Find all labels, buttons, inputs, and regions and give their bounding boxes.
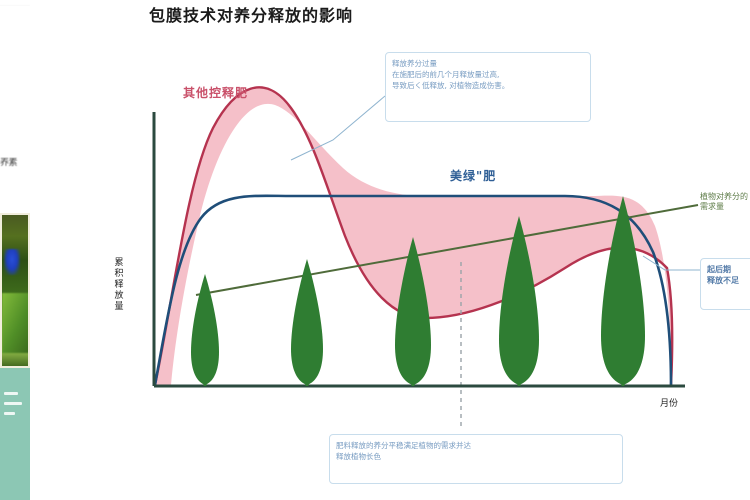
plant-group bbox=[191, 196, 645, 386]
series-line-plant-demand bbox=[195, 204, 699, 296]
flower-icon bbox=[4, 249, 20, 275]
sidebar-teal-line bbox=[4, 402, 22, 405]
series-line-meilv-fertilizer bbox=[153, 194, 673, 386]
sidebar-teal-block bbox=[0, 368, 30, 500]
callout-right-leader bbox=[642, 255, 700, 271]
page-title: 包膜技术对养分释放的影响 bbox=[149, 6, 354, 25]
callout-top-leader bbox=[290, 95, 386, 161]
callout-steady-release: 肥料释放的养分平稳满足植物的需求并达 释放植物长色 bbox=[329, 434, 623, 484]
sidebar-plant-photo[interactable] bbox=[0, 213, 30, 368]
leaf-icon bbox=[2, 293, 28, 353]
sidebar-teal-line bbox=[4, 392, 18, 395]
series-label-plant-demand: 植物对养分的需求量 bbox=[700, 192, 748, 211]
chart-figure: 包膜技术对养分释放的影响 bbox=[95, 0, 750, 500]
series-line-other-fertilizer bbox=[153, 86, 674, 386]
series-label-other-fertilizer: 其他控释肥 bbox=[183, 86, 249, 100]
left-sidebar-strip: 养素 bbox=[0, 0, 30, 500]
series-label-meilv-fertilizer: 美绿"肥 bbox=[450, 169, 497, 183]
tree-1 bbox=[191, 274, 219, 386]
tree-3 bbox=[395, 237, 431, 386]
sidebar-teal-line bbox=[4, 412, 15, 415]
x-axis-label: 月份 bbox=[660, 399, 679, 409]
chart-plot-area bbox=[152, 86, 700, 428]
callout-late-shortage: 起后期 释放不足 bbox=[700, 258, 750, 310]
sidebar-text-snippet: 养素 bbox=[0, 158, 18, 168]
callout-overrelease: 释放养分过量 在施肥后的前几个月释放量过高, 导致后く低释放, 对植物造成伤害。 bbox=[385, 52, 591, 122]
tree-2 bbox=[291, 259, 323, 386]
red-fill-area bbox=[155, 87, 673, 385]
y-axis-label: 累积释放量 bbox=[114, 258, 124, 312]
sidebar-card: 养素 bbox=[0, 6, 30, 500]
tree-5 bbox=[601, 196, 645, 386]
tree-4 bbox=[499, 216, 539, 386]
